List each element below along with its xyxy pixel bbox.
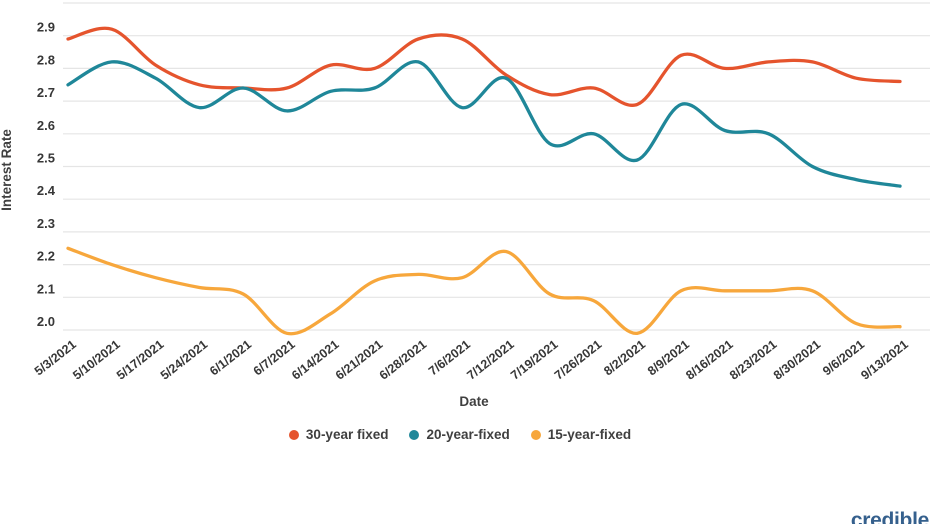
svg-text:2.5: 2.5: [37, 151, 55, 166]
legend-item-20-year-fixed: 20-year-fixed: [409, 427, 510, 442]
series-lines: [66, 26, 902, 336]
legend-dot-15-year-icon: [530, 429, 541, 440]
legend-label-15-year: 15-year-fixed: [547, 427, 632, 442]
svg-text:6/28/2021: 6/28/2021: [377, 337, 429, 382]
credible-logo: credible: [850, 509, 929, 524]
svg-text:8/2/2021: 8/2/2021: [601, 337, 648, 378]
svg-text:7/26/2021: 7/26/2021: [552, 337, 604, 382]
svg-text:2.4: 2.4: [37, 183, 56, 198]
svg-text:6/14/2021: 6/14/2021: [289, 337, 341, 382]
svg-text:2.2: 2.2: [37, 249, 55, 264]
svg-text:7/12/2021: 7/12/2021: [464, 337, 516, 382]
y-axis-title: Interest Rate: [0, 129, 14, 211]
svg-text:2.0: 2.0: [37, 314, 55, 329]
svg-text:6/1/2021: 6/1/2021: [207, 337, 254, 378]
svg-text:7/19/2021: 7/19/2021: [508, 337, 560, 382]
svg-text:5/10/2021: 5/10/2021: [70, 337, 122, 382]
svg-text:2.6: 2.6: [37, 118, 55, 133]
legend-dot-30-year-icon: [288, 429, 299, 440]
svg-text:5/17/2021: 5/17/2021: [114, 337, 166, 382]
chart-legend: 30-year fixed 20-year-fixed 15-year-fixe…: [0, 427, 920, 442]
svg-text:9/13/2021: 9/13/2021: [858, 337, 910, 382]
svg-text:2.8: 2.8: [37, 52, 55, 67]
svg-text:8/23/2021: 8/23/2021: [727, 337, 779, 382]
x-axis-title: Date: [459, 394, 489, 409]
svg-text:8/16/2021: 8/16/2021: [683, 337, 735, 382]
legend-label-30-year: 30-year fixed: [305, 427, 389, 442]
svg-text:2.7: 2.7: [37, 85, 55, 100]
legend-dot-20-year-icon: [409, 429, 420, 440]
x-axis-tick-labels: 5/3/20215/10/20215/17/20215/24/20216/1/2…: [32, 337, 911, 382]
svg-text:8/30/2021: 8/30/2021: [771, 337, 823, 382]
rates-line-chart: 2.0 2.1 2.2 2.3 2.4 2.5 2.6 2.7 2.8 2.9 5/3/20215…: [0, 2, 930, 409]
legend-label-20-year: 20-year-fixed: [426, 427, 510, 442]
y-axis-tick-labels: 2.0 2.1 2.2 2.3 2.4 2.5 2.6 2.7 2.8 2.9: [37, 20, 56, 329]
legend-item-30-year-fixed: 30-year fixed: [288, 427, 389, 442]
svg-text:2.1: 2.1: [37, 281, 55, 296]
svg-text:2.9: 2.9: [37, 20, 55, 35]
legend-item-15-year-fixed: 15-year-fixed: [530, 427, 632, 442]
svg-text:6/21/2021: 6/21/2021: [333, 337, 385, 382]
gridlines: [63, 2, 930, 331]
svg-text:5/24/2021: 5/24/2021: [158, 337, 210, 382]
svg-text:2.3: 2.3: [37, 216, 55, 231]
